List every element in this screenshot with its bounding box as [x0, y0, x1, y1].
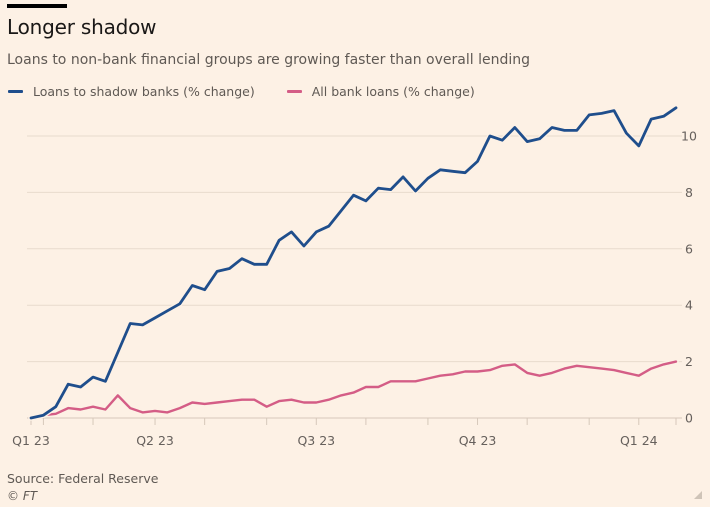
y-tick-label: 6	[685, 241, 693, 256]
y-tick-label: 0	[685, 411, 693, 426]
legend-item-shadow-banks: Loans to shadow banks (% change)	[8, 84, 255, 99]
y-axis: 0 2 4 6 8 10	[681, 129, 697, 426]
x-tick-label: Q2 23	[136, 433, 174, 448]
chart-title: Longer shadow	[7, 15, 157, 39]
x-tick-label: Q1 24	[620, 433, 658, 448]
series-halo-1	[40, 358, 679, 418]
source-note: Source: Federal Reserve	[7, 471, 159, 486]
y-tick-label: 8	[685, 185, 693, 200]
legend: Loans to shadow banks (% change) All ban…	[8, 84, 507, 99]
ft-top-rule	[7, 4, 67, 8]
legend-label-all-bank-loans: All bank loans (% change)	[311, 84, 475, 99]
series-line-all-bank-loans	[42, 360, 678, 417]
copyright: © FT	[7, 489, 38, 503]
y-tick-label: 4	[685, 298, 693, 313]
legend-item-all-bank-loans: All bank loans (% change)	[286, 84, 475, 99]
series-group	[28, 105, 679, 421]
x-tick-label: Q4 23	[459, 433, 497, 448]
y-tick-label: 2	[685, 354, 693, 369]
series-halo-0	[28, 105, 679, 421]
gridlines	[27, 135, 682, 363]
legend-swatch-all-bank-loans	[286, 90, 302, 93]
legend-label-shadow-banks: Loans to shadow banks (% change)	[33, 84, 255, 99]
x-axis: Q1 23 Q2 23 Q3 23 Q4 23 Q1 24	[12, 417, 682, 448]
series-line-shadow-banks	[29, 106, 678, 420]
y-tick-label: 10	[681, 129, 697, 144]
x-tick-label: Q1 23	[12, 433, 50, 448]
legend-swatch-shadow-banks	[8, 90, 23, 93]
resize-handle-icon[interactable]	[694, 491, 702, 499]
x-tick-label: Q3 23	[297, 433, 335, 448]
chart-subtitle: Loans to non-bank financial groups are g…	[7, 52, 530, 68]
